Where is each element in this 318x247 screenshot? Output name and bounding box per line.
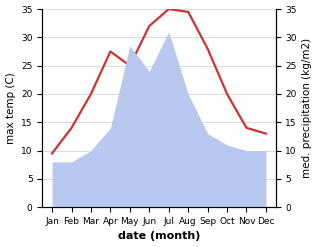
Y-axis label: med. precipitation (kg/m2): med. precipitation (kg/m2) [302,38,313,178]
X-axis label: date (month): date (month) [118,231,200,242]
Y-axis label: max temp (C): max temp (C) [5,72,16,144]
